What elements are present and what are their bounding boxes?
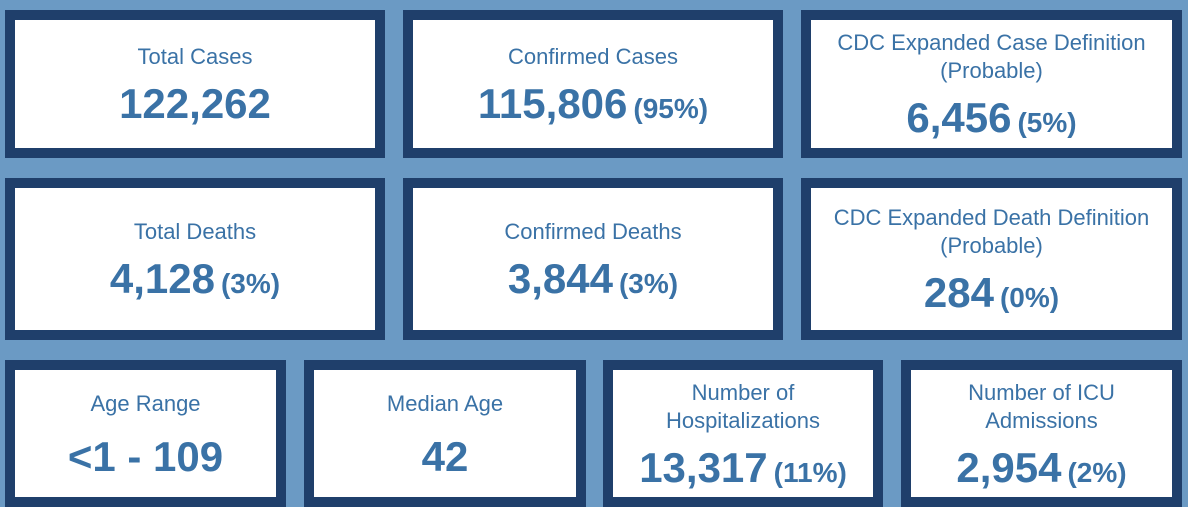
card-value-line: 13,317 (11%)	[639, 443, 847, 491]
card-value: 115,806	[477, 80, 628, 127]
hospitalizations-card: Number of Hospitalizations 13,317 (11%)	[603, 360, 883, 507]
card-value: 3,844	[507, 255, 613, 302]
card-label: Confirmed Deaths	[504, 219, 682, 244]
median-age-card: Median Age 42	[304, 360, 586, 507]
card-value-line: 284 (0%)	[924, 272, 1059, 314]
card-label: CDC Expanded Death Definition (Probable)	[833, 205, 1150, 258]
card-percent: (3%)	[220, 268, 281, 299]
card-value-line: 42	[421, 432, 469, 480]
card-value: 284	[923, 269, 994, 316]
card-value: 42	[421, 432, 469, 480]
card-value-line: 2,954 (2%)	[956, 443, 1127, 491]
card-value: 2,954	[956, 443, 1062, 491]
card-percent: (0%)	[999, 282, 1060, 313]
card-value: 4,128	[109, 255, 215, 302]
total-deaths-card: Total Deaths 4,128 (3%)	[5, 178, 385, 340]
card-label: Age Range	[90, 390, 201, 416]
card-percent: (3%)	[618, 268, 679, 299]
card-value: <1 - 109	[67, 432, 224, 480]
age-range-card: Age Range <1 - 109	[5, 360, 286, 507]
confirmed-deaths-card: Confirmed Deaths 3,844 (3%)	[403, 178, 783, 340]
card-label: Median Age	[386, 390, 504, 416]
card-percent: (95%)	[633, 93, 709, 124]
card-value-line: 3,844 (3%)	[508, 258, 678, 300]
card-percent: (2%)	[1067, 456, 1127, 488]
card-percent: (11%)	[773, 456, 847, 488]
icu-admissions-card: Number of ICU Admissions 2,954 (2%)	[901, 360, 1182, 507]
card-value: 122,262	[119, 80, 271, 127]
card-label: Total Deaths	[133, 219, 257, 244]
card-value: 13,317	[639, 443, 768, 491]
total-cases-card: Total Cases 122,262	[5, 10, 385, 158]
probable-cases-card: CDC Expanded Case Definition (Probable) …	[801, 10, 1182, 158]
card-value-line: 4,128 (3%)	[110, 258, 280, 300]
card-label: Total Cases	[137, 44, 253, 69]
card-label: Number of Hospitalizations	[665, 379, 821, 433]
card-percent: (5%)	[1017, 107, 1077, 138]
confirmed-cases-card: Confirmed Cases 115,806 (95%)	[403, 10, 783, 158]
card-label: Confirmed Cases	[508, 44, 678, 69]
card-value-line: <1 - 109	[67, 432, 224, 480]
card-label: CDC Expanded Case Definition (Probable)	[837, 30, 1146, 83]
card-value-line: 6,456 (5%)	[906, 97, 1076, 139]
card-value-line: 115,806 (95%)	[478, 83, 708, 125]
card-value-line: 122,262	[119, 83, 271, 125]
card-value: 6,456	[906, 94, 1012, 141]
probable-deaths-card: CDC Expanded Death Definition (Probable)…	[801, 178, 1182, 340]
card-label: Number of ICU Admissions	[968, 379, 1115, 433]
